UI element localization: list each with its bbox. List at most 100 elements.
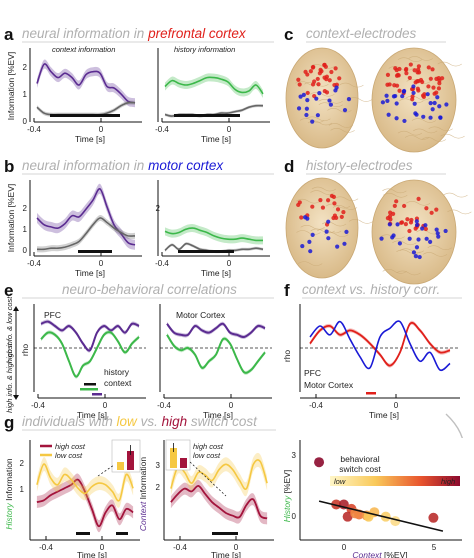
g-mid-ytick-2: 2	[156, 483, 161, 492]
title-e: neuro-behavioral correlations	[62, 282, 237, 297]
brain-renderings	[285, 47, 472, 285]
d-brain-left-gyrus	[311, 186, 337, 192]
c-brain-left-electrode-blue	[305, 98, 310, 103]
g-scatter-y-word: History	[282, 495, 292, 522]
c-brain-left-electrode-red	[310, 65, 316, 70]
c-brain-right-electrode-red	[393, 66, 398, 71]
c-brain-right-electrode-blue	[391, 94, 397, 99]
d-brain-left-gyrus	[310, 228, 335, 234]
d-brain-right-electrode-blue	[407, 236, 412, 241]
d-brain-right-electrode-blue	[414, 222, 420, 228]
g-left-y-rest: Information	[4, 458, 14, 503]
panel-label-e: e	[4, 281, 13, 300]
c-brain-left-gyrus	[339, 82, 364, 88]
c-brain-right-gyrus	[437, 61, 462, 67]
d-brain-left-electrode-blue	[335, 244, 340, 249]
c-brain-right-electrode-red	[434, 76, 439, 81]
d-brain-left-electrode-blue	[300, 243, 305, 249]
g-mid-y-label: Context Information	[138, 457, 148, 531]
a-right-series-0-line	[164, 76, 264, 95]
d-brain-left-gyrus	[325, 203, 351, 209]
panel-label-d: d	[284, 157, 294, 176]
b-left-xtick-0: 0	[99, 259, 104, 268]
g-left-signif-bar-2	[116, 532, 128, 535]
g-mid-legend-low-text: low cost	[193, 451, 221, 460]
c-brain-right-gyrus	[421, 137, 447, 142]
title-g-mid: vs.	[137, 414, 162, 429]
e-signif-history	[80, 388, 98, 391]
d-brain-right-gyrus	[447, 209, 472, 215]
scatter-point	[314, 457, 325, 468]
c-brain-right-electrode-blue	[421, 114, 426, 119]
c-brain-right-electrode-red	[407, 75, 412, 81]
title-g: individuals with low vs. high switch cos…	[22, 414, 258, 429]
title-b: neural information in motor cortex	[22, 158, 224, 173]
g-left-xtick-0: 0	[100, 543, 105, 552]
d-brain-right-electrode-blue	[387, 222, 392, 227]
c-brain-right-electrode-blue	[438, 115, 443, 120]
g-left-series-0-line	[36, 478, 134, 528]
g-mid-ytick-3: 3	[156, 461, 161, 470]
e-legend-history: history	[104, 367, 130, 377]
e-signif-context	[92, 393, 102, 396]
d-brain-left-electrode-red	[341, 210, 346, 215]
a-right-x-label: Time [s]	[201, 134, 231, 144]
e-left-series-1-line	[40, 331, 140, 378]
c-brain-left-gyrus	[310, 64, 335, 69]
g-mid-signif-bar	[212, 532, 238, 535]
g-left-inset-bar-high	[127, 451, 134, 470]
c-brain-right-electrode-red	[432, 91, 437, 96]
d-brain-right-electrode-blue	[436, 234, 441, 239]
c-brain-right-electrode-red	[416, 64, 421, 69]
e-right-series-1-line	[166, 334, 266, 374]
e-top-side-label: high info. & low cost	[5, 296, 14, 364]
d-brain-right-electrode-blue	[414, 245, 420, 250]
g-mid-xtick-0: 0	[234, 543, 239, 552]
c-brain-right-electrode-blue	[437, 104, 442, 109]
c-brain-right-electrode-red	[418, 77, 424, 83]
c-brain-right-electrode-blue	[425, 92, 430, 97]
d-brain-left-gyrus	[296, 230, 321, 235]
g-left-y-label: History Information	[4, 458, 14, 530]
c-brain-left-electrode-blue	[328, 102, 333, 107]
b-right-x-label: Time [s]	[201, 268, 231, 278]
g-legend-high-text: high cost	[55, 442, 86, 451]
d-brain-right-gyrus	[382, 269, 407, 274]
a-right-xtick-0: 0	[227, 125, 232, 134]
f-y-label: rho	[282, 350, 292, 363]
e-left-series-0-line	[40, 320, 140, 352]
d-brain-right-electrode-red	[423, 226, 428, 232]
c-brain-right-gyrus	[405, 95, 431, 101]
g-mid-y-word: Context	[138, 501, 148, 531]
panel-label-b: b	[4, 157, 14, 176]
d-brain-right-electrode-red	[403, 221, 408, 227]
c-brain-left-electrode-red	[297, 82, 302, 87]
e-bottom-side-label: high info. & high cost	[5, 342, 14, 413]
d-brain-right-electrode-red	[416, 196, 421, 201]
e-left-pfc-label: PFC	[44, 310, 61, 320]
c-brain-right-electrode-red	[436, 86, 442, 91]
a-left-signif-bar	[50, 114, 120, 117]
e-right-motor-label: Motor Cortex	[176, 310, 226, 320]
panel-label-a: a	[4, 25, 14, 44]
e-signif-black	[84, 383, 96, 386]
d-brain-left-electrode-blue	[307, 239, 312, 244]
c-brain-left-electrode-red	[337, 76, 342, 81]
g-scatter-bg	[286, 438, 466, 556]
e-right-xtick-0: 0	[229, 401, 234, 410]
c-brain-right-electrode-red	[408, 62, 413, 67]
g-scatter-ytick-0: 0	[292, 512, 297, 521]
b-left-x-label: Time [s]	[75, 268, 105, 278]
title-a-region: prefrontal cortex	[147, 26, 247, 41]
a-left-series-0-line	[36, 63, 136, 104]
d-brain-right-gyrus	[382, 188, 407, 194]
c-brain-left-electrode-red	[322, 88, 327, 94]
b-left-xtick-neg04: -0.4	[27, 259, 41, 268]
d-brain-left-electrode-red	[332, 213, 338, 218]
d-brain-right-gyrus	[399, 248, 424, 254]
d-brain-left-gyrus	[321, 221, 347, 227]
d-brain-right-gyrus	[405, 201, 431, 206]
b-left-series-0-band	[37, 183, 135, 250]
c-brain-right-gyrus	[404, 135, 430, 140]
